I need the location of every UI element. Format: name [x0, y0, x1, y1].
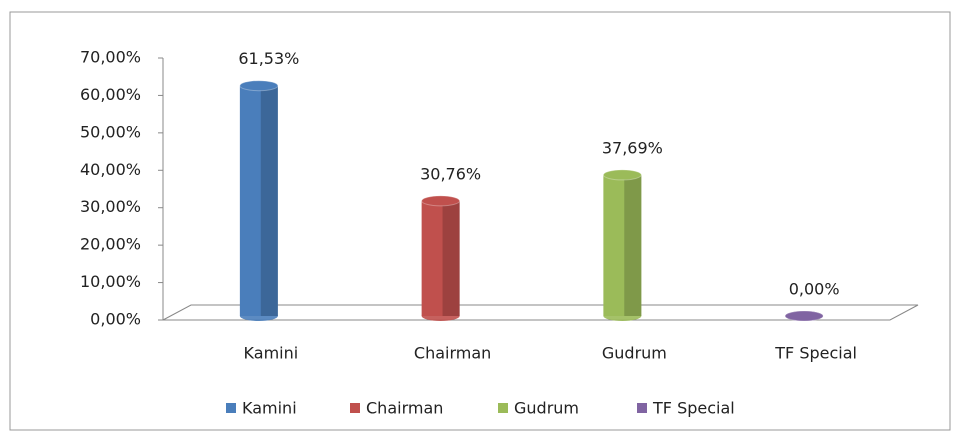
bar-top — [602, 169, 642, 181]
legend-label: TF Special — [652, 399, 735, 418]
y-tick-label: 30,00% — [80, 197, 141, 216]
bar-top — [784, 310, 824, 322]
bar-shade — [442, 200, 460, 316]
value-label: 37,69% — [602, 138, 663, 157]
y-tick-label: 60,00% — [80, 85, 141, 104]
bar — [603, 174, 642, 316]
value-label: 30,76% — [420, 164, 481, 183]
bar — [239, 85, 278, 317]
bar-shade — [624, 174, 642, 316]
legend-swatch — [498, 403, 508, 413]
y-tick-label: 20,00% — [80, 235, 141, 254]
legend-swatch — [350, 403, 360, 413]
legend-label: Kamini — [242, 399, 297, 418]
bar-shade — [260, 85, 278, 317]
value-label: 61,53% — [238, 49, 299, 68]
legend-label: Chairman — [366, 399, 443, 418]
x-tick-label: Kamini — [244, 344, 299, 363]
bar — [421, 200, 460, 316]
bar-top — [239, 80, 279, 92]
x-tick-label: Gudrum — [602, 344, 667, 363]
legend-swatch — [637, 403, 647, 413]
legend-label: Gudrum — [514, 399, 579, 418]
y-tick-label: 70,00% — [80, 48, 141, 67]
y-tick-label: 10,00% — [80, 272, 141, 291]
y-tick-label: 40,00% — [80, 160, 141, 179]
bar-top — [421, 195, 461, 207]
chart-frame — [9, 11, 951, 431]
value-label: 0,00% — [789, 280, 840, 299]
x-tick-label: TF Special — [774, 344, 857, 363]
y-tick-label: 0,00% — [90, 310, 141, 329]
floor — [162, 304, 919, 321]
y-tick-label: 50,00% — [80, 122, 141, 141]
legend-swatch — [226, 403, 236, 413]
x-tick-label: Chairman — [414, 344, 491, 363]
